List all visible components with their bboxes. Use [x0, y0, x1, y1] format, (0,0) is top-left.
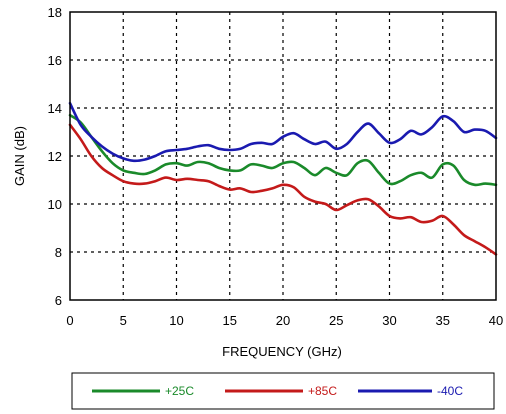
plot-frame: [69, 11, 497, 301]
y-axis-title: GAIN (dB): [12, 126, 27, 186]
x-tick-label: 15: [223, 313, 237, 328]
y-tick-label: 8: [55, 245, 62, 260]
series-line-plusminus-25c: [68, 113, 498, 187]
legend: +25C +85C -40C: [71, 372, 495, 410]
legend-label-minus-40c: -40C: [437, 384, 463, 398]
y-tick-label: 6: [55, 293, 62, 308]
series-line-plusminus-85c: [68, 123, 498, 256]
y-tick-label: 12: [48, 149, 62, 164]
legend-label-plusminus-25c: +25C: [165, 384, 194, 398]
grid: [70, 12, 496, 300]
legend-label-plusminus-85c: +85C: [308, 384, 337, 398]
ticks: 0 5 10 15 20 25 30 35 40 6 8 10 12 14 16 18: [48, 5, 504, 328]
x-tick-label: 40: [489, 313, 503, 328]
y-tick-label: 18: [48, 5, 62, 20]
x-tick-label: 30: [382, 313, 396, 328]
x-tick-label: 20: [276, 313, 290, 328]
series-layer: [68, 101, 498, 256]
series-line-minus-40c: [68, 101, 498, 163]
y-tick-label: 10: [48, 197, 62, 212]
x-tick-label: 5: [120, 313, 127, 328]
x-tick-label: 10: [169, 313, 183, 328]
x-tick-label: 0: [66, 313, 73, 328]
x-axis-title: FREQUENCY (GHz): [222, 344, 342, 359]
x-tick-label: 35: [436, 313, 450, 328]
y-tick-label: 16: [48, 53, 62, 68]
y-tick-label: 14: [48, 101, 62, 116]
x-tick-label: 25: [329, 313, 343, 328]
